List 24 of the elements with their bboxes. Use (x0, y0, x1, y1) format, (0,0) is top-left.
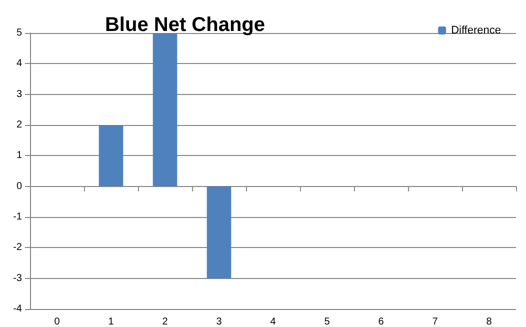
chart-title: Blue Net Change (104, 14, 266, 36)
bar (98, 125, 124, 186)
x-tick-label: 0 (54, 316, 60, 327)
y-tick-label: -1 (13, 212, 22, 222)
legend-label: Difference (451, 24, 501, 36)
x-tick-label: 5 (324, 316, 330, 327)
y-tick-label: 2 (16, 120, 22, 130)
y-tick-label: 3 (16, 88, 22, 100)
x-tick-label: 7 (432, 316, 438, 327)
y-tick-label: -4 (13, 304, 22, 314)
bar (152, 33, 178, 186)
y-tick-label: 1 (16, 150, 22, 162)
x-tick-label: 4 (270, 316, 276, 327)
x-tick-label: 3 (216, 316, 222, 327)
x-tick-label: 1 (108, 316, 114, 327)
y-tick-label: 0 (16, 180, 22, 192)
y-tick-label: 4 (16, 58, 22, 70)
x-tick-label: 6 (378, 316, 384, 327)
y-tick-label: -3 (13, 272, 22, 284)
bar (206, 186, 232, 278)
y-tick-label: -2 (13, 242, 22, 254)
x-tick-label: 2 (162, 316, 168, 327)
y-tick-label: 5 (16, 28, 22, 38)
x-tick-label: 8 (486, 316, 492, 327)
